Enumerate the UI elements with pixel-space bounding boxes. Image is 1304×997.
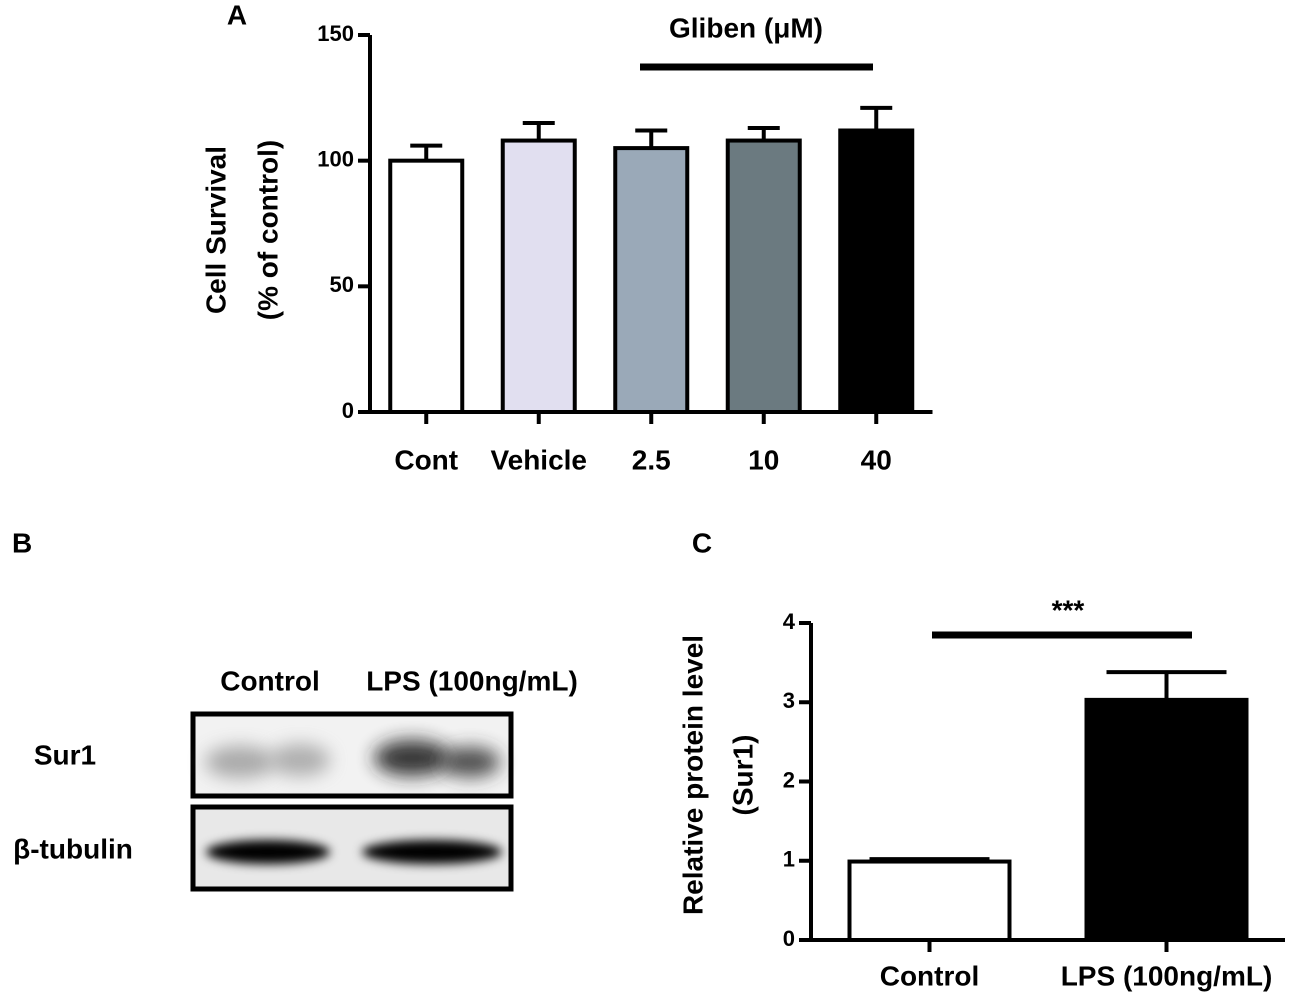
y-tick-label: 4	[783, 609, 796, 634]
x-tick-label: 2.5	[632, 444, 671, 475]
panel-label: A	[227, 0, 247, 30]
blot-sur1	[190, 711, 514, 799]
blot-tubulin	[190, 804, 514, 892]
x-tick-label: LPS (100ng/mL)	[1061, 960, 1273, 991]
y-axis-label: Relative protein level	[677, 635, 708, 915]
x-tick-label: Control	[880, 960, 980, 991]
y-tick-label: 2	[783, 767, 795, 792]
bar	[388, 158, 465, 414]
panel-label: B	[12, 527, 32, 558]
x-tick-label: 40	[861, 444, 892, 475]
bar	[838, 128, 915, 415]
y-tick-label: 50	[330, 272, 354, 297]
y-tick-label: 150	[317, 21, 354, 46]
y-axis-label: (% of control)	[252, 140, 283, 320]
annotation: Gliben (μM)	[669, 12, 823, 43]
x-tick-label: 10	[748, 444, 779, 475]
y-tick-label: 0	[783, 926, 795, 951]
row-label: Sur1	[34, 739, 96, 770]
bar	[847, 859, 1012, 942]
y-axis-label: Cell Survival	[200, 146, 231, 314]
bar	[725, 138, 802, 414]
y-tick-label: 0	[342, 398, 354, 423]
annotation: ***	[1052, 594, 1085, 625]
y-tick-label: 100	[317, 146, 354, 171]
x-tick-label: Vehicle	[490, 444, 587, 475]
row-label: β-tubulin	[13, 833, 133, 864]
x-tick-label: Cont	[394, 444, 458, 475]
y-tick-label: 1	[783, 847, 795, 872]
panel-label: C	[692, 527, 712, 558]
lane-label: LPS (100ng/mL)	[366, 665, 578, 696]
bar	[500, 138, 577, 414]
bar	[613, 146, 690, 414]
y-axis-label: (Sur1)	[727, 735, 758, 816]
bar	[1084, 697, 1249, 942]
lane-label: Control	[220, 665, 320, 696]
y-tick-label: 3	[783, 688, 795, 713]
